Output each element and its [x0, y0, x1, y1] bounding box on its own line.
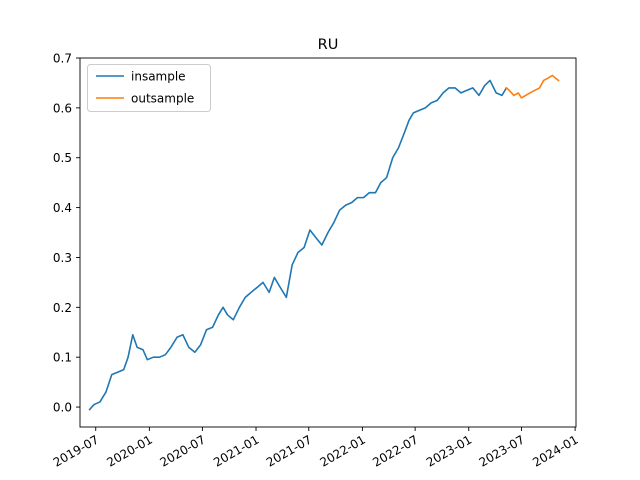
y-tick-label: 0.6 — [53, 101, 72, 115]
y-tick-label: 0.2 — [53, 301, 72, 315]
axes-frame — [79, 57, 577, 428]
chart-title: RU — [318, 37, 339, 53]
series-line-outsample — [505, 74, 560, 99]
y-tick-label: 0.5 — [53, 151, 72, 165]
series-line-insample — [88, 79, 508, 411]
y-tick-label: 0.0 — [53, 401, 72, 415]
legend: insample outsample — [87, 64, 211, 112]
y-tick-label: 0.4 — [53, 201, 72, 215]
legend-label-outsample: outsample — [131, 92, 194, 106]
y-tick-label: 0.7 — [53, 52, 72, 66]
y-tick-label: 0.1 — [53, 351, 72, 365]
y-tick-label: 0.3 — [53, 251, 72, 265]
legend-label-insample: insample — [131, 70, 186, 84]
